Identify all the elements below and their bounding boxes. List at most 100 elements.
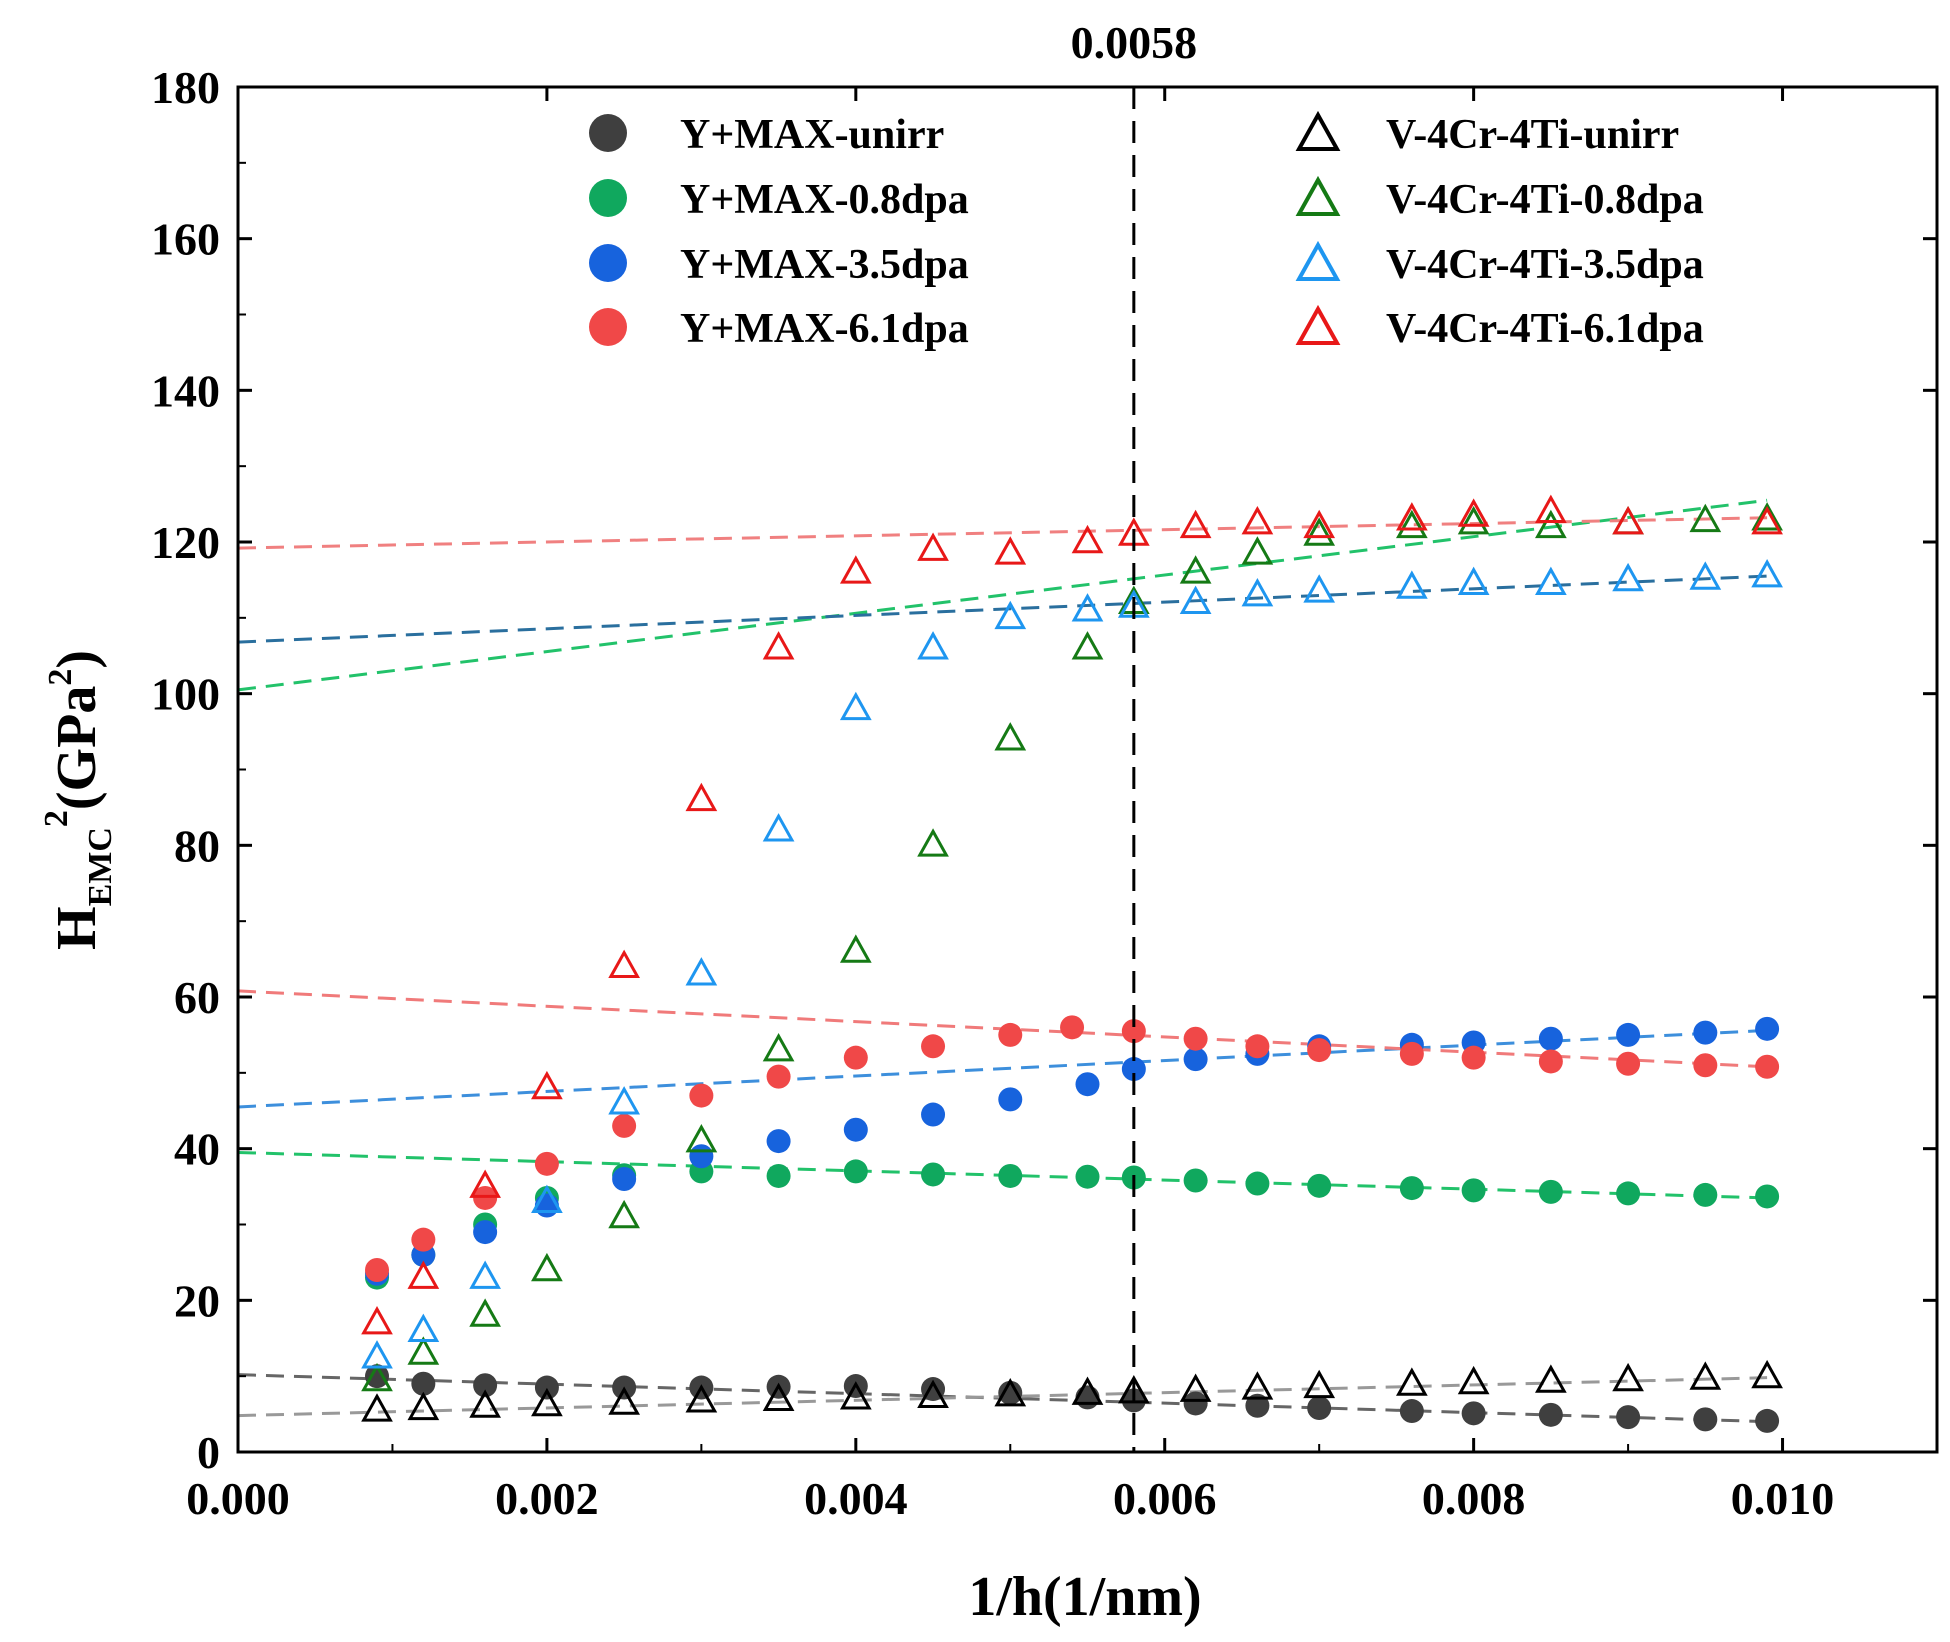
y-tick-label-1: 20 [174, 1275, 220, 1326]
point-s7-2 [469, 1169, 501, 1198]
y-axis-title-main: H [46, 906, 108, 950]
series-7 [361, 494, 1783, 1335]
legend-label-left-0: Y+MAX-unirr [680, 112, 944, 158]
point-s0-1 [411, 1371, 436, 1396]
point-s4-3 [531, 1387, 563, 1417]
point-s5-9 [994, 722, 1027, 751]
point-s0-13 [1245, 1393, 1270, 1418]
y-tick-label-2: 40 [174, 1124, 220, 1175]
point-s7-8 [917, 532, 949, 561]
point-s4-9 [994, 1378, 1027, 1407]
point-s5-19 [1689, 503, 1722, 533]
point-s4-17 [1535, 1364, 1567, 1393]
legend: Y+MAX-unirr Y+MAX-0.8dpa Y+MAX-3.5dpa Y+MAX… [589, 110, 1704, 352]
point-s3-4 [612, 1113, 637, 1138]
point-s3-15 [1399, 1041, 1424, 1066]
legend-marker-left-1 [589, 179, 627, 217]
point-s6-2 [469, 1260, 501, 1289]
legend-label-left-1: Y+MAX-0.8dpa [680, 177, 969, 223]
vline-label: 0.0058 [1071, 17, 1198, 68]
point-s1-16 [1461, 1178, 1486, 1203]
point-s4-20 [1751, 1359, 1783, 1389]
point-s4-13 [1241, 1371, 1274, 1400]
point-s6-17 [1535, 566, 1567, 596]
point-s5-4 [608, 1199, 640, 1229]
point-s3-16 [1461, 1045, 1486, 1070]
point-s3-7 [843, 1045, 868, 1070]
point-s0-14 [1307, 1396, 1332, 1421]
point-s4-11 [1117, 1375, 1150, 1404]
point-s1-14 [1307, 1173, 1332, 1198]
legend-marker-left-3 [589, 308, 627, 346]
legend-label-right-2: V-4Cr-4Ti-3.5dpa [1386, 242, 1704, 288]
point-s1-20 [1755, 1184, 1780, 1209]
point-s5-0 [361, 1362, 393, 1392]
point-s1-10 [1075, 1164, 1100, 1189]
point-s6-0 [361, 1340, 393, 1369]
legend-marker-left-0 [589, 114, 627, 152]
legend-label-right-1: V-4Cr-4Ti-0.8dpa [1386, 177, 1704, 223]
point-s2-10 [1075, 1072, 1100, 1097]
point-s6-5 [685, 957, 718, 986]
point-s6-12 [1179, 585, 1212, 614]
point-s0-9 [998, 1380, 1023, 1405]
point-s0-0 [365, 1364, 390, 1389]
point-s3-0 [365, 1258, 390, 1282]
legend-label-left-3: Y+MAX-6.1dpa [680, 306, 969, 352]
series-6 [361, 559, 1783, 1369]
legend-label-right-0: V-4Cr-4Ti-unirr [1386, 112, 1679, 158]
point-s4-8 [917, 1379, 949, 1408]
point-s7-18 [1612, 505, 1644, 535]
y-tick-label-4: 80 [174, 820, 220, 871]
y-tick-label-9: 180 [151, 62, 220, 113]
point-s1-15 [1399, 1176, 1424, 1201]
point-s7-6 [762, 631, 795, 660]
point-s4-12 [1179, 1373, 1212, 1402]
point-s7-17 [1535, 494, 1567, 523]
point-s3-13 [1245, 1034, 1270, 1059]
point-s0-17 [1538, 1402, 1563, 1427]
point-s2-9 [998, 1087, 1023, 1112]
data-marks [361, 494, 1783, 1433]
point-s4-19 [1689, 1361, 1722, 1390]
legend-label-left-2: Y+MAX-3.5dpa [680, 242, 969, 288]
point-s2-4 [612, 1167, 637, 1191]
point-s4-15 [1395, 1367, 1428, 1396]
series-4 [361, 1359, 1783, 1422]
point-s5-6 [762, 1033, 795, 1062]
point-s6-19 [1689, 561, 1722, 590]
point-s3-14 [1307, 1038, 1332, 1063]
legend-marker-right-2 [1295, 240, 1341, 281]
point-s3-17 [1538, 1049, 1563, 1074]
point-s6-16 [1457, 566, 1490, 596]
fit-lines [237, 498, 1768, 1424]
point-s2-19 [1693, 1020, 1718, 1045]
point-s6-20 [1751, 559, 1783, 588]
point-s3-6 [766, 1064, 791, 1089]
legend-marker-right-1 [1295, 175, 1341, 216]
point-s7-13 [1241, 505, 1274, 535]
point-s6-7 [839, 691, 872, 721]
point-s3-20 [1755, 1054, 1780, 1079]
point-s1-17 [1538, 1179, 1563, 1204]
point-s2-8 [921, 1102, 946, 1127]
point-s0-3 [534, 1375, 559, 1400]
point-s2-17 [1538, 1026, 1563, 1051]
point-s6-18 [1612, 562, 1644, 592]
point-s5-16 [1457, 505, 1490, 535]
point-s6-13 [1241, 578, 1274, 607]
y-axis-title: HEMC 2(GPa2) [38, 650, 119, 950]
y-tick-label-6: 120 [151, 517, 220, 568]
point-s7-12 [1179, 509, 1212, 539]
point-s5-2 [469, 1298, 501, 1327]
series-3 [365, 1015, 1780, 1282]
point-s6-8 [917, 631, 949, 660]
point-s4-1 [407, 1391, 440, 1421]
point-s4-6 [762, 1382, 795, 1411]
series-1 [365, 1159, 1780, 1290]
point-s0-2 [473, 1373, 498, 1398]
point-s0-16 [1461, 1401, 1486, 1426]
point-s3-18 [1616, 1051, 1641, 1076]
point-s5-5 [685, 1124, 718, 1153]
y-axis-title-sup1: 2 [38, 810, 75, 827]
